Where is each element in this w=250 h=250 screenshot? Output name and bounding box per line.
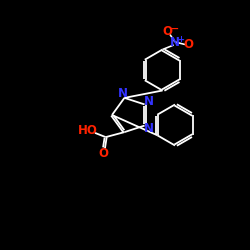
Text: +: + <box>177 35 184 44</box>
Text: N: N <box>144 95 154 108</box>
Text: −: − <box>170 24 179 34</box>
Text: N: N <box>118 87 128 100</box>
Text: N: N <box>170 36 180 49</box>
Text: N: N <box>144 122 154 135</box>
Text: O: O <box>184 38 194 51</box>
Text: O: O <box>162 25 172 38</box>
Text: HO: HO <box>78 124 98 137</box>
Text: O: O <box>98 147 108 160</box>
